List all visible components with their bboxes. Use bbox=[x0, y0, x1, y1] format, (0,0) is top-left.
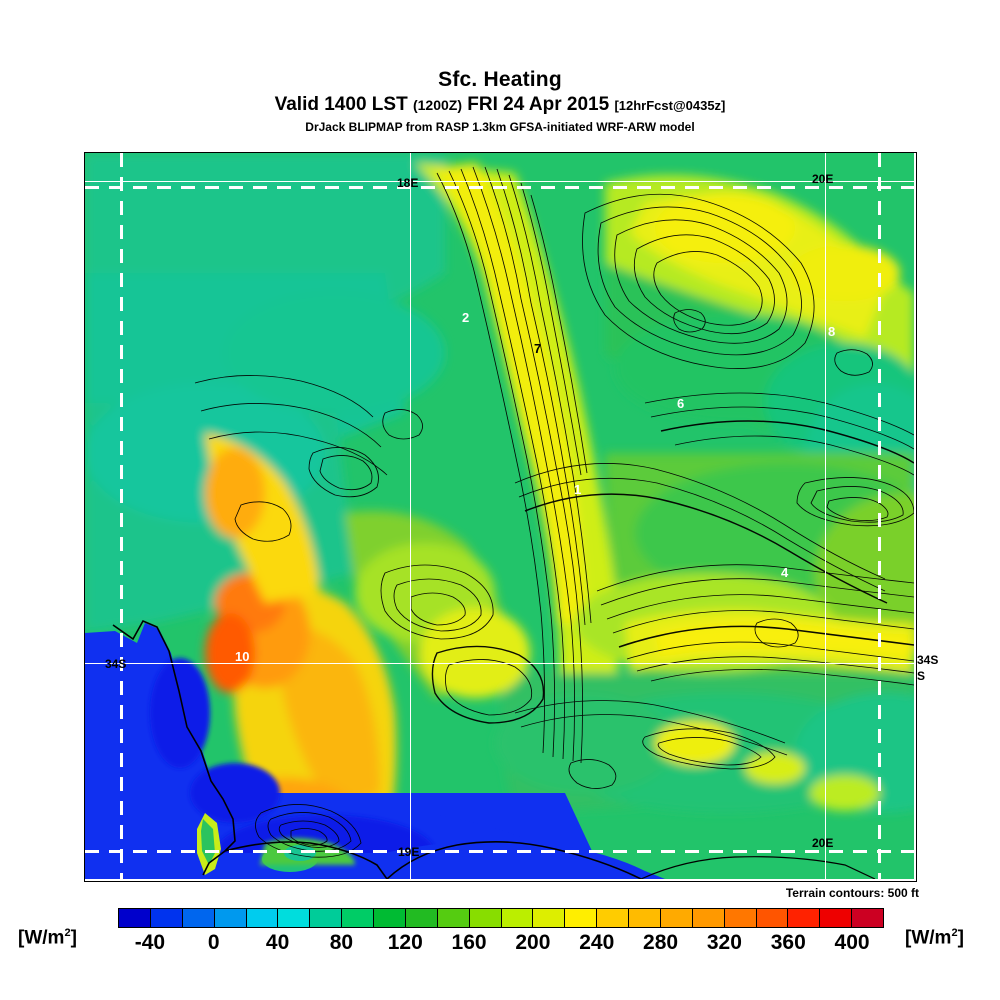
colorbar-tick-80: 80 bbox=[329, 931, 354, 954]
domain-box-left bbox=[120, 153, 123, 881]
site-label-8[interactable]: 8 bbox=[828, 324, 836, 339]
site-label-6[interactable]: 6 bbox=[677, 396, 685, 411]
title-block: Sfc. Heating Valid 1400 LST (1200Z) FRI … bbox=[0, 68, 1000, 135]
terrain-contour-note: Terrain contours: 500 ft bbox=[785, 886, 919, 900]
colorbar-swatch-0 bbox=[119, 909, 151, 927]
colorbar-swatch-3 bbox=[214, 909, 247, 927]
colorbar-tick-360: 360 bbox=[770, 931, 806, 954]
unit-left-sup: 2 bbox=[64, 927, 71, 939]
valid-fcst: [12hrFcst@0435z] bbox=[614, 98, 726, 113]
colorbar-tick-40: 40 bbox=[265, 931, 290, 954]
unit-left-close: ] bbox=[70, 927, 77, 949]
colorbar-swatch-14 bbox=[565, 909, 598, 927]
colorbar-swatch-10 bbox=[437, 909, 470, 927]
graticule-label-4: 34S bbox=[105, 657, 127, 671]
colorbar-tick-120: 120 bbox=[387, 931, 423, 954]
colorbar-swatch-20 bbox=[756, 909, 789, 927]
model-source-line: DrJack BLIPMAP from RASP 1.3km GFSA-init… bbox=[305, 120, 695, 134]
valid-utc: (1200Z) bbox=[412, 97, 462, 113]
unit-left-text: [W/m bbox=[18, 927, 65, 949]
graticule-lon-18E bbox=[410, 153, 411, 881]
colorbar-swatch-2 bbox=[182, 909, 215, 927]
graticule-label-1: 20E bbox=[812, 172, 834, 186]
colorbar-swatch-11 bbox=[469, 909, 502, 927]
colorbar-swatch-4 bbox=[246, 909, 279, 927]
colorbar-tick--40: -40 bbox=[134, 931, 166, 954]
colorbar-swatch-7 bbox=[342, 909, 374, 927]
colorbar-tick-240: 240 bbox=[579, 931, 615, 954]
colorbar-legend: [W/m2] [W/m2] -40 0 40 80 120 160 200 240 280 320… bbox=[0, 905, 1000, 965]
colorbar-swatch-12 bbox=[501, 909, 534, 927]
colorbar-swatch-19 bbox=[724, 909, 757, 927]
graticule-label-3: 20E bbox=[812, 836, 834, 850]
colorbar-tick-0: 0 bbox=[207, 931, 220, 954]
colorbar-swatch-6 bbox=[310, 909, 343, 927]
colorbar-swatch-15 bbox=[597, 909, 629, 927]
site-label-4[interactable]: 4 bbox=[781, 565, 789, 580]
valid-date: FRI 24 Apr 2015 bbox=[467, 94, 610, 115]
domain-box-top bbox=[85, 186, 916, 189]
graticule-label-2: 19E bbox=[398, 845, 420, 859]
colorbar-tick-200: 200 bbox=[515, 931, 551, 954]
graticule-lat-33S bbox=[85, 181, 916, 182]
unit-right-text: [W/m bbox=[905, 927, 952, 949]
colorbar-swatch-22 bbox=[820, 909, 853, 927]
site-label-7[interactable]: 7 bbox=[534, 341, 542, 356]
colorbar-tick-400: 400 bbox=[834, 931, 870, 954]
forecast-map[interactable]: 18E 20E 19E 20E 34S 2 7 8 6 1 4 10 bbox=[84, 152, 917, 882]
colorbar-swatch-5 bbox=[278, 909, 311, 927]
map-raster bbox=[85, 153, 916, 881]
graticule-lat-34S bbox=[85, 663, 916, 664]
edge-label-34S: 34S bbox=[917, 653, 939, 667]
colorbar-swatch-1 bbox=[150, 909, 183, 927]
colorbar-swatch-8 bbox=[374, 909, 406, 927]
domain-box-right bbox=[878, 153, 881, 881]
colorbar-swatch-17 bbox=[660, 909, 693, 927]
colorbar-tick-160: 160 bbox=[451, 931, 487, 954]
domain-box-bottom bbox=[85, 850, 916, 853]
colorbar-swatch-9 bbox=[405, 909, 438, 927]
unit-label-right: [W/m2] bbox=[905, 927, 964, 949]
site-label-10[interactable]: 10 bbox=[235, 649, 250, 664]
unit-right-close: ] bbox=[957, 927, 964, 949]
valid-time-line: Valid 1400 LST (1200Z) FRI 24 Apr 2015 [… bbox=[0, 93, 1000, 117]
map-field-svg bbox=[85, 153, 914, 879]
colorbar-tick-320: 320 bbox=[706, 931, 742, 954]
colorbar-swatch-13 bbox=[533, 909, 566, 927]
colorbar-swatch-23 bbox=[852, 909, 883, 927]
colorbar-swatch-18 bbox=[692, 909, 725, 927]
colorbar-tick-280: 280 bbox=[643, 931, 679, 954]
valid-main: Valid 1400 LST bbox=[274, 94, 408, 115]
page-title: Sfc. Heating bbox=[438, 68, 562, 91]
site-label-1[interactable]: 1 bbox=[574, 482, 582, 497]
unit-right-sup: 2 bbox=[951, 927, 958, 939]
edge-label-S: S bbox=[917, 669, 926, 683]
colorbar-swatch-16 bbox=[629, 909, 661, 927]
colorbar-swatch-21 bbox=[788, 909, 821, 927]
graticule-label-0: 18E bbox=[397, 176, 419, 190]
graticule-lon-20E bbox=[825, 153, 826, 881]
site-label-2[interactable]: 2 bbox=[462, 310, 470, 325]
colorbar-swatches bbox=[118, 908, 884, 928]
unit-label-left: [W/m2] bbox=[18, 927, 77, 949]
